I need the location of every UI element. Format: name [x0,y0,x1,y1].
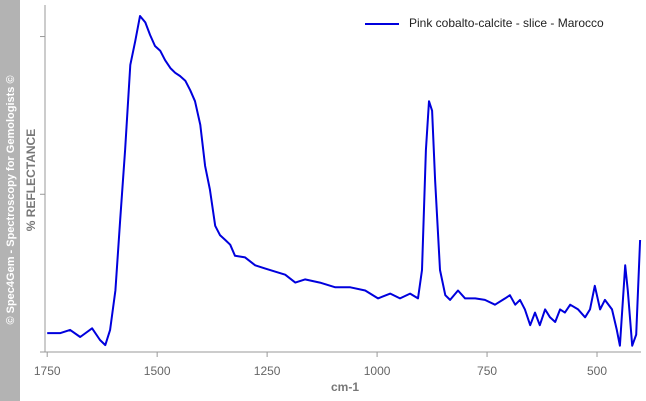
x-tick-label: 1000 [364,364,391,378]
x-tick-label: 1250 [254,364,281,378]
side-note: © Spec4Gem - Spectroscopy for Gemologist… [5,75,17,324]
x-tick-label: 750 [477,364,497,378]
x-tick-label: 500 [587,364,607,378]
y-axis-label: % REFLECTANCE [24,129,38,231]
x-tick-label: 1750 [34,364,61,378]
spectrum-line [47,15,642,347]
x-axis-label: cm-1 [331,380,359,394]
legend-label: Pink cobalto-calcite - slice - Marocco [409,16,604,30]
x-tick-label: 1500 [144,364,171,378]
side-strip [0,0,20,401]
